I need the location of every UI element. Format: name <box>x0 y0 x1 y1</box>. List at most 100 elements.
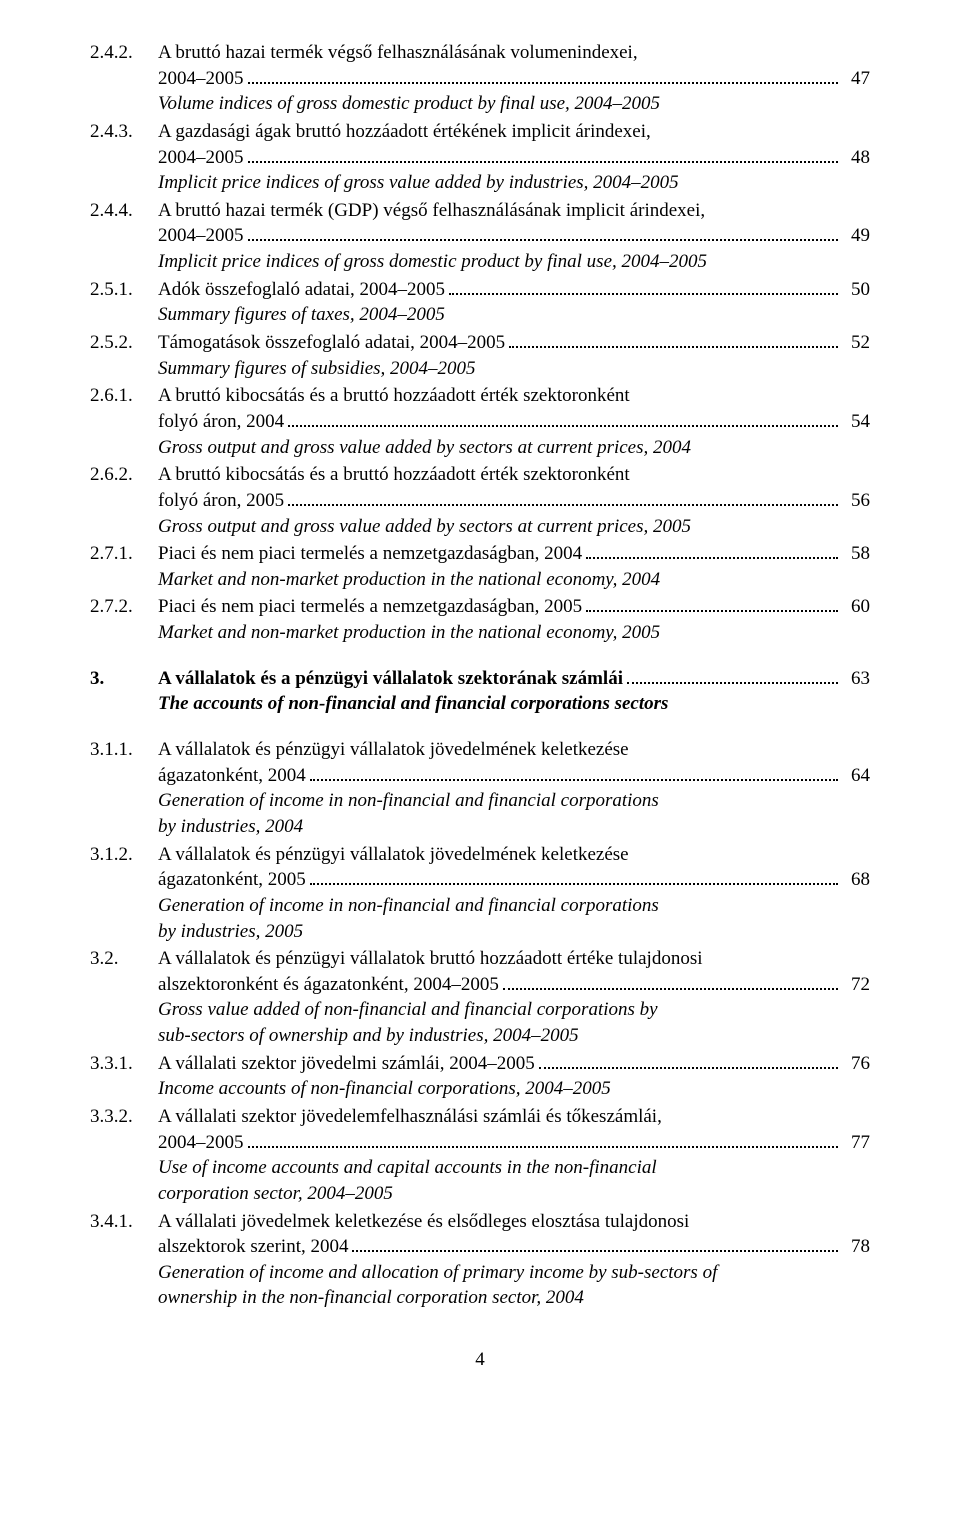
toc-row: 3.1.2.A vállalatok és pénzügyi vállalato… <box>90 842 870 868</box>
dot-leader <box>539 1053 838 1068</box>
toc-number: 2.5.1. <box>90 277 158 303</box>
toc-leader: Piaci és nem piaci termelés a nemzetgazd… <box>158 541 870 567</box>
toc-title: A vállalati szektor jövedelemfelhasználá… <box>158 1104 662 1130</box>
toc-subtitle: Generation of income and allocation of p… <box>158 1260 870 1286</box>
toc-page-number: 68 <box>842 867 870 893</box>
toc-number: 3.1.1. <box>90 737 158 763</box>
toc-leader: 2004–2005 48 <box>158 145 870 171</box>
dot-leader <box>352 1237 838 1252</box>
toc-number: 3.4.1. <box>90 1209 158 1235</box>
toc-title: Piaci és nem piaci termelés a nemzetgazd… <box>158 594 582 620</box>
toc-title: ágazatonként, 2005 <box>158 867 306 893</box>
toc-subtitle: Generation of income in non-financial an… <box>158 893 870 919</box>
toc-leader: alszektorok szerint, 200478 <box>158 1234 870 1260</box>
toc-page-number: 58 <box>842 541 870 567</box>
toc-title: A vállalatok és a pénzügyi vállalatok sz… <box>158 666 623 692</box>
toc-row: 3.1.1.A vállalatok és pénzügyi vállalato… <box>90 737 870 763</box>
toc-row: 3.3.1.A vállalati szektor jövedelmi szám… <box>90 1051 870 1077</box>
toc-subtitle: Use of income accounts and capital accou… <box>158 1155 870 1181</box>
toc-page-number: 56 <box>842 488 870 514</box>
toc-row: folyó áron, 200454 <box>90 409 870 435</box>
toc-row: alszektoronként és ágazatonként, 2004–20… <box>90 972 870 998</box>
dot-leader <box>310 765 838 780</box>
toc-subtitle: Summary figures of subsidies, 2004–2005 <box>158 356 870 382</box>
dot-leader <box>248 147 839 162</box>
toc-number: 2.7.2. <box>90 594 158 620</box>
toc-subtitle: by industries, 2004 <box>158 814 870 840</box>
toc-title: folyó áron, 2004 <box>158 409 284 435</box>
toc-title: A bruttó hazai termék végső felhasználás… <box>158 40 638 66</box>
dot-leader <box>509 333 838 348</box>
toc-page-number: 49 <box>842 223 870 249</box>
toc-row: 2004–200549 <box>90 223 870 249</box>
toc-leader: folyó áron, 200556 <box>158 488 870 514</box>
toc-page-number: 48 <box>842 145 870 171</box>
toc-number: 2.4.2. <box>90 40 158 66</box>
toc-row: 3.A vállalatok és a pénzügyi vállalatok … <box>90 666 870 692</box>
toc-title: Piaci és nem piaci termelés a nemzetgazd… <box>158 541 582 567</box>
dot-leader <box>586 544 838 559</box>
toc-entry: 3.1.1.A vállalatok és pénzügyi vállalato… <box>90 737 870 840</box>
toc-page-number: 47 <box>842 66 870 92</box>
toc-leader: ágazatonként, 2005 68 <box>158 867 870 893</box>
toc-row: 2.5.1.Adók összefoglaló adatai, 2004–200… <box>90 277 870 303</box>
toc-subtitle: Market and non-market production in the … <box>158 620 870 646</box>
toc-number: 3.3.2. <box>90 1104 158 1130</box>
toc-leader: A vállalati szektor jövedelmi számlái, 2… <box>158 1051 870 1077</box>
dot-leader <box>288 412 838 427</box>
toc-leader: Adók összefoglaló adatai, 2004–200550 <box>158 277 870 303</box>
dot-leader <box>310 870 838 885</box>
toc-subtitle: Implicit price indices of gross value ad… <box>158 170 870 196</box>
toc-page-number: 50 <box>842 277 870 303</box>
toc-title: alszektoronként és ágazatonként, 2004–20… <box>158 972 499 998</box>
toc-entry: 2.5.1.Adók összefoglaló adatai, 2004–200… <box>90 277 870 328</box>
toc-number: 3.2. <box>90 946 158 972</box>
toc-title: 2004–2005 <box>158 145 244 171</box>
toc-title: A vállalatok és pénzügyi vállalatok jöve… <box>158 737 629 763</box>
toc-number: 2.5.2. <box>90 330 158 356</box>
toc-row: 2.4.4.A bruttó hazai termék (GDP) végső … <box>90 198 870 224</box>
toc-leader: ágazatonként, 200464 <box>158 763 870 789</box>
toc-title: 2004–2005 <box>158 1130 244 1156</box>
toc-title: Támogatások összefoglaló adatai, 2004–20… <box>158 330 505 356</box>
dot-leader <box>248 68 839 83</box>
toc-row: 2004–200577 <box>90 1130 870 1156</box>
toc-entry: 2.5.2.Támogatások összefoglaló adatai, 2… <box>90 330 870 381</box>
toc-row: ágazatonként, 2005 68 <box>90 867 870 893</box>
toc-number: 2.4.4. <box>90 198 158 224</box>
toc-subtitle: Implicit price indices of gross domestic… <box>158 249 870 275</box>
toc-entry: 2.7.2.Piaci és nem piaci termelés a nemz… <box>90 594 870 645</box>
dot-leader <box>248 226 839 241</box>
toc-title: A bruttó kibocsátás és a bruttó hozzáado… <box>158 383 630 409</box>
toc-title: A bruttó kibocsátás és a bruttó hozzáado… <box>158 462 630 488</box>
toc-subtitle: Gross output and gross value added by se… <box>158 435 870 461</box>
toc-row: ágazatonként, 200464 <box>90 763 870 789</box>
toc-title: A vállalatok és pénzügyi vállalatok jöve… <box>158 842 629 868</box>
toc-subtitle: Gross value added of non-financial and f… <box>158 997 870 1023</box>
toc-entry: 2.4.3.A gazdasági ágak bruttó hozzáadott… <box>90 119 870 196</box>
toc-subtitle: Generation of income in non-financial an… <box>158 788 870 814</box>
toc-number: 3. <box>90 666 158 692</box>
toc-number: 2.4.3. <box>90 119 158 145</box>
toc-row: 2.6.2.A bruttó kibocsátás és a bruttó ho… <box>90 462 870 488</box>
toc-leader: alszektoronként és ágazatonként, 2004–20… <box>158 972 870 998</box>
toc-title: A vállalatok és pénzügyi vállalatok brut… <box>158 946 703 972</box>
toc-row: 3.2.A vállalatok és pénzügyi vállalatok … <box>90 946 870 972</box>
toc-leader: A vállalatok és a pénzügyi vállalatok sz… <box>158 666 870 692</box>
dot-leader <box>503 974 838 989</box>
toc-page-number: 72 <box>842 972 870 998</box>
toc-row: 2.4.3.A gazdasági ágak bruttó hozzáadott… <box>90 119 870 145</box>
toc-row: 2.5.2.Támogatások összefoglaló adatai, 2… <box>90 330 870 356</box>
toc-title: 2004–2005 <box>158 66 244 92</box>
toc-entry: 3.1.2.A vállalatok és pénzügyi vállalato… <box>90 842 870 945</box>
toc-number: 3.3.1. <box>90 1051 158 1077</box>
spacer <box>90 719 870 737</box>
dot-leader <box>248 1132 839 1147</box>
toc-page-number: 63 <box>842 666 870 692</box>
toc-list: 2.4.2.A bruttó hazai termék végső felhas… <box>90 40 870 1311</box>
toc-subtitle: by industries, 2005 <box>158 919 870 945</box>
toc-subtitle: corporation sector, 2004–2005 <box>158 1181 870 1207</box>
toc-page-number: 60 <box>842 594 870 620</box>
toc-page: 2.4.2.A bruttó hazai termék végső felhas… <box>0 0 960 1433</box>
toc-title: alszektorok szerint, 2004 <box>158 1234 348 1260</box>
